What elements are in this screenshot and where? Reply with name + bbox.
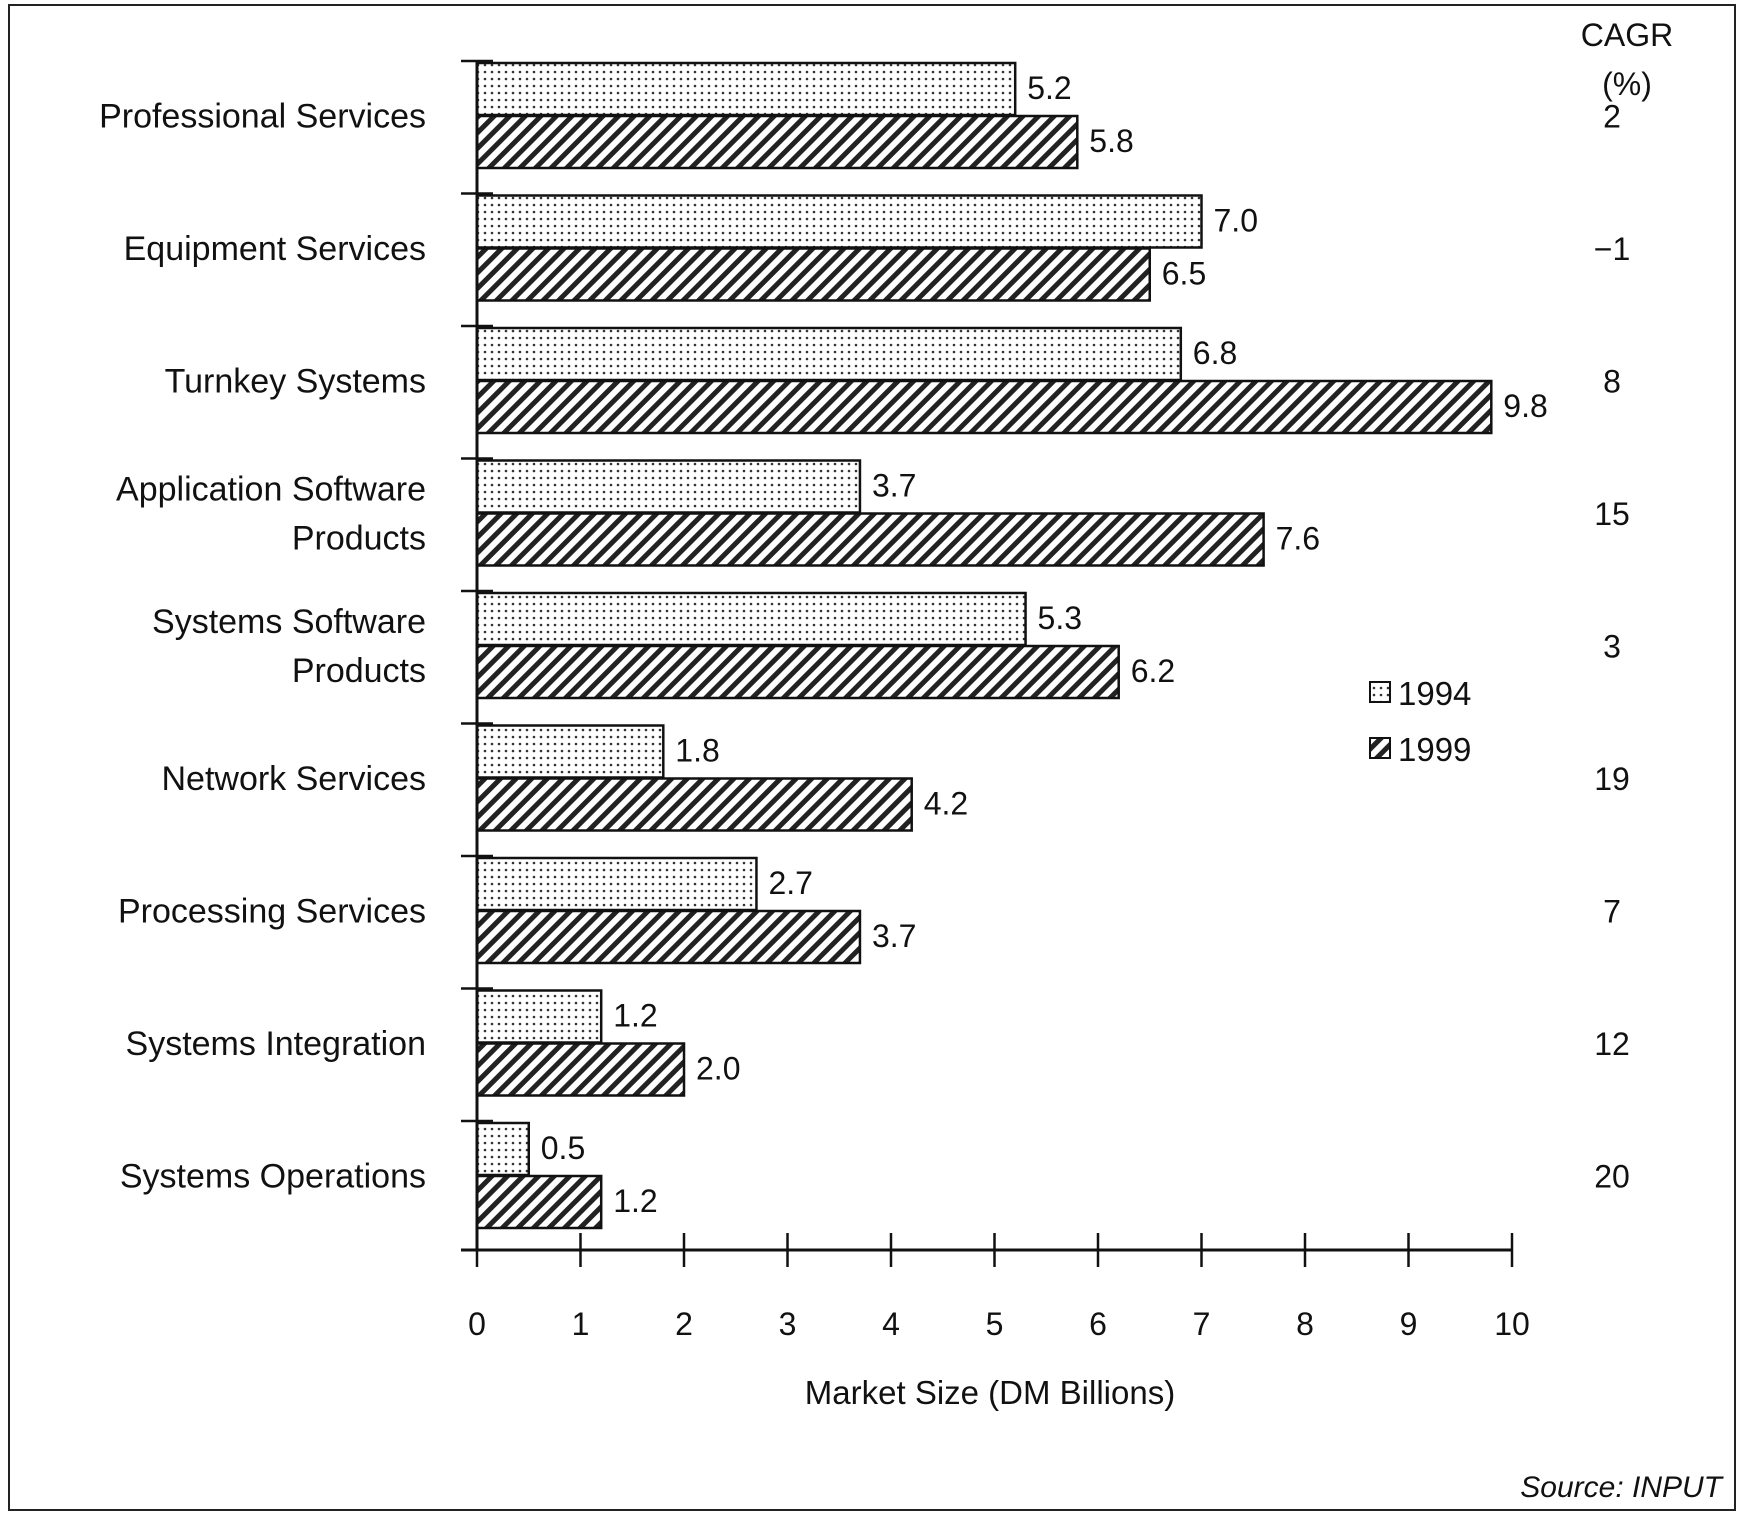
value-label-1994-7: 1.2 (613, 998, 657, 1034)
x-tick-label-0: 0 (468, 1306, 486, 1342)
cagr-value-5: 19 (1594, 761, 1630, 797)
value-label-1994-6: 2.7 (768, 865, 812, 901)
cagr-value-8: 20 (1594, 1159, 1630, 1195)
x-tick-label-4: 4 (882, 1306, 900, 1342)
chart-frame (8, 4, 1736, 1511)
value-label-1999-7: 2.0 (696, 1051, 740, 1087)
cagr-value-4: 3 (1603, 629, 1621, 665)
legend-label-1999: 1999 (1398, 731, 1471, 768)
cagr-value-6: 7 (1603, 894, 1621, 930)
legend: 1994 1999 (1369, 675, 1471, 768)
bar-1994-0 (475, 61, 1017, 117)
value-label-1999-2: 9.8 (1503, 388, 1547, 424)
value-label-1994-1: 7.0 (1214, 203, 1258, 239)
category-label-4-1: Products (292, 652, 426, 690)
category-label-7-0: Systems Integration (126, 1025, 426, 1063)
cagr-value-0: 2 (1603, 99, 1621, 135)
x-tick-label-5: 5 (986, 1306, 1004, 1342)
category-label-3-1: Products (292, 520, 426, 558)
x-tick-label-7: 7 (1193, 1306, 1211, 1342)
bar-1999-1 (475, 247, 1151, 302)
cagr-header-line1: CAGR (1581, 17, 1673, 53)
value-label-1999-8: 1.2 (613, 1183, 657, 1219)
category-label-5-0: Network Services (161, 760, 426, 798)
x-tick-label-1: 1 (572, 1306, 590, 1342)
legend-swatch-1999 (1369, 737, 1391, 759)
category-label-1-0: Equipment Services (124, 230, 426, 268)
category-label-8-0: Systems Operations (120, 1158, 426, 1196)
value-label-1994-5: 1.8 (675, 733, 719, 769)
value-label-1999-3: 7.6 (1276, 521, 1320, 557)
value-label-1994-0: 5.2 (1027, 70, 1071, 106)
legend-label-1994: 1994 (1398, 675, 1471, 712)
bar-1999-7 (475, 1042, 686, 1097)
bar-1999-6 (475, 909, 862, 965)
x-axis-title: Market Size (DM Billions) (805, 1374, 1175, 1411)
bar-1994-6 (475, 856, 758, 912)
bars-group (475, 61, 1493, 1230)
value-label-1994-2: 6.8 (1193, 335, 1237, 371)
bar-1999-0 (475, 114, 1079, 170)
bar-1994-5 (475, 724, 665, 779)
category-label-6-0: Processing Services (118, 893, 426, 931)
bar-1999-3 (475, 512, 1265, 567)
cagr-value-1: −1 (1594, 231, 1630, 267)
category-label-0-0: Professional Services (99, 98, 426, 136)
legend-swatch-1994 (1369, 681, 1391, 703)
axes-group: 0 1 2 3 4 5 6 7 8 9 10 (461, 59, 1530, 1342)
x-tick-label-9: 9 (1400, 1306, 1418, 1342)
category-label-4-0: Systems Software (152, 603, 426, 641)
bar-1999-2 (475, 379, 1493, 435)
bar-1999-4 (475, 644, 1120, 700)
bar-1994-4 (475, 591, 1027, 647)
category-label-3-0: Application Software (116, 471, 426, 509)
value-label-1994-3: 3.7 (872, 468, 916, 504)
cagr-value-3: 15 (1594, 496, 1630, 532)
category-label-2-0: Turnkey Systems (165, 363, 426, 401)
bar-1994-2 (475, 326, 1183, 382)
bar-1994-1 (475, 194, 1203, 249)
x-tick-label-2: 2 (675, 1306, 693, 1342)
category-labels-group: Professional Services Equipment Services T… (99, 98, 426, 1196)
value-label-1999-4: 6.2 (1131, 653, 1175, 689)
value-label-1999-1: 6.5 (1162, 256, 1206, 292)
cagr-values-group: 2 −1 8 15 3 19 7 12 20 (1594, 99, 1630, 1195)
cagr-value-7: 12 (1594, 1026, 1630, 1062)
bar-1999-5 (475, 777, 913, 832)
value-label-1999-0: 5.8 (1089, 123, 1133, 159)
x-tick-label-3: 3 (779, 1306, 797, 1342)
source-note: Source: INPUT (1520, 1471, 1724, 1504)
bar-1994-7 (475, 989, 603, 1044)
x-tick-label-8: 8 (1296, 1306, 1314, 1342)
bar-1999-8 (475, 1174, 603, 1230)
bar-1994-8 (475, 1121, 530, 1177)
cagr-value-2: 8 (1603, 364, 1621, 400)
bar-1994-3 (475, 459, 862, 514)
value-labels-group: 5.2 5.8 7.06.5 6.8 9.8 3.7 7.6 5.3 6.2 1.8 4.2 2.7 3… (541, 70, 1548, 1219)
x-tick-label-10: 10 (1494, 1306, 1530, 1342)
value-label-1999-5: 4.2 (924, 786, 968, 822)
x-tick-label-6: 6 (1089, 1306, 1107, 1342)
cagr-header-line2: (%) (1602, 66, 1652, 102)
value-label-1994-4: 5.3 (1038, 600, 1082, 636)
value-label-1999-6: 3.7 (872, 918, 916, 954)
value-label-1994-8: 0.5 (541, 1130, 585, 1166)
